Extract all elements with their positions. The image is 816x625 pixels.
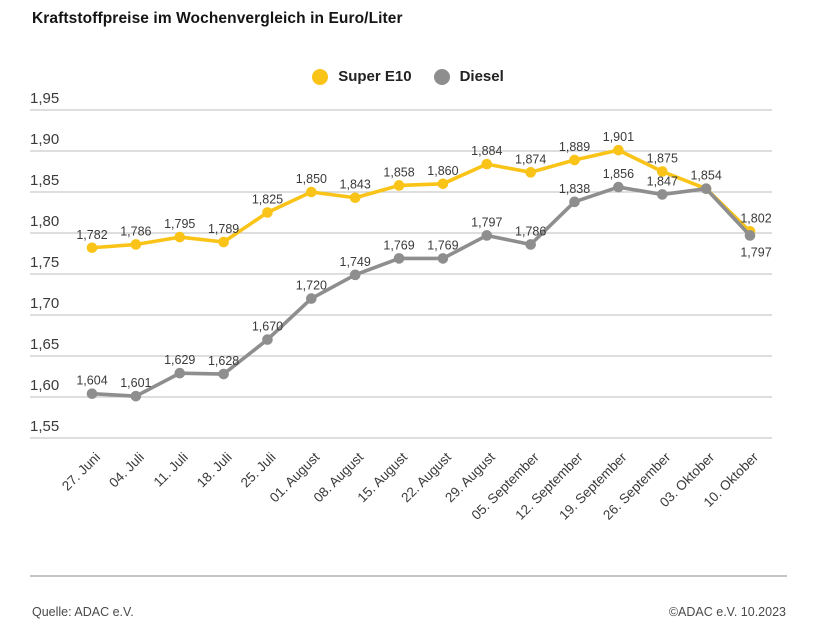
value-label: 1,860: [427, 164, 458, 178]
y-tick-label: 1,75: [30, 254, 59, 271]
value-label: 1,802: [740, 211, 771, 225]
data-point: [569, 154, 580, 166]
data-point: [130, 390, 142, 402]
data-point: [569, 196, 580, 208]
data-point: [306, 186, 317, 198]
legend-label-diesel: Diesel: [459, 68, 504, 85]
legend-item-diesel: Diesel: [433, 68, 504, 85]
y-tick-label: 1,90: [30, 131, 59, 148]
data-point: [218, 368, 229, 380]
legend-label-super-e10: Super E10: [338, 68, 412, 85]
value-label: 1,847: [647, 174, 678, 188]
data-point: [86, 388, 98, 400]
value-label: 1,874: [515, 152, 546, 166]
gridlines: [30, 109, 772, 439]
data-point: [437, 253, 449, 264]
value-label: 1,786: [515, 224, 546, 238]
data-point: [744, 230, 756, 241]
y-tick-label: 1,95: [30, 90, 59, 107]
value-label: 1,889: [559, 140, 590, 154]
value-label: 1,782: [76, 228, 107, 242]
value-labels-diesel: 1,604 1,601 1,629 1,628 1,670 1,720 1,749 1,769…: [76, 167, 771, 390]
value-label: 1,629: [164, 353, 195, 367]
series-line: [90, 185, 752, 398]
data-point: [349, 269, 361, 281]
data-point: [656, 189, 668, 200]
data-point: [525, 239, 536, 250]
data-point: [349, 192, 361, 204]
y-tick-label: 1,85: [30, 172, 59, 189]
y-tick-label: 1,70: [30, 295, 59, 312]
data-point: [481, 230, 493, 241]
chart-title: Kraftstoffpreise im Wochenvergleich in E…: [32, 10, 403, 27]
value-label: 1,786: [120, 224, 151, 238]
value-label: 1,769: [383, 238, 414, 252]
value-label: 1,604: [76, 374, 107, 388]
fuel-price-line-chart: 1,95 1,90 1,85 1,80 1,75 1,70 1,65 1,60 1,5527. …: [30, 90, 772, 523]
value-labels-super-e10: 1,782 1,786 1,795 1,789 1,825 1,850 1,843 1,858…: [76, 130, 771, 242]
data-point: [262, 334, 273, 345]
super-e10-dot-icon: [312, 68, 329, 85]
value-label: 1,825: [252, 193, 283, 207]
value-label: 1,854: [690, 169, 721, 183]
value-label: 1,884: [471, 144, 502, 158]
footer-copyright: ©ADAC e.V. 10.2023: [668, 605, 786, 619]
x-tick-label: 27. Juni: [59, 450, 103, 494]
data-point: [613, 144, 624, 156]
data-point: [656, 166, 668, 177]
data-point: [393, 180, 405, 191]
footer-divider: [30, 575, 787, 577]
value-label: 1,769: [427, 238, 458, 252]
value-label: 1,601: [120, 376, 151, 390]
series-diesel: [86, 181, 756, 402]
data-point: [437, 178, 449, 190]
value-label: 1,901: [603, 130, 634, 144]
value-label: 1,749: [340, 255, 371, 269]
data-point: [262, 207, 273, 218]
data-point: [174, 231, 186, 243]
x-tick-label: 18. Juli: [194, 450, 235, 491]
value-label: 1,797: [740, 245, 771, 259]
data-point: [218, 236, 229, 248]
value-label: 1,843: [340, 178, 371, 192]
value-label: 1,670: [252, 320, 283, 334]
footer-source: Quelle: ADAC e.V.: [32, 605, 134, 619]
x-tick-label: 11. Juli: [151, 450, 191, 490]
series-line: [90, 148, 752, 250]
x-tick-label: 04. Juli: [106, 450, 147, 491]
data-point: [306, 293, 317, 304]
data-point: [393, 253, 405, 264]
data-point: [86, 242, 98, 254]
x-tick-label: 25. Juli: [238, 450, 279, 491]
data-point: [174, 367, 186, 379]
data-point: [700, 183, 712, 195]
y-tick-label: 1,65: [30, 336, 59, 353]
value-label: 1,797: [471, 215, 502, 229]
value-label: 1,858: [383, 165, 414, 179]
value-label: 1,850: [296, 172, 327, 186]
data-point: [525, 167, 536, 178]
y-tick-label: 1,55: [30, 418, 59, 435]
chart-legend: Super E10 Diesel: [0, 68, 816, 85]
y-axis-tick-labels: 1,95 1,90 1,85 1,80 1,75 1,70 1,65 1,60 1,55: [30, 90, 59, 435]
value-label: 1,875: [647, 152, 678, 166]
value-label: 1,795: [164, 217, 195, 231]
y-tick-label: 1,80: [30, 213, 59, 230]
value-label: 1,720: [296, 279, 327, 293]
data-point: [130, 239, 142, 250]
value-label: 1,628: [208, 354, 239, 368]
data-point: [481, 158, 493, 170]
x-axis-tick-labels: 27. Juni 04. Juli 11. Juli 18. Juli 25. Juli…: [59, 449, 761, 523]
value-label: 1,838: [559, 182, 590, 196]
legend-item-super-e10: Super E10: [312, 68, 412, 85]
value-label: 1,856: [603, 167, 634, 181]
data-point: [613, 181, 624, 193]
diesel-dot-icon: [433, 68, 450, 85]
value-label: 1,789: [208, 222, 239, 236]
y-tick-label: 1,60: [30, 377, 59, 394]
